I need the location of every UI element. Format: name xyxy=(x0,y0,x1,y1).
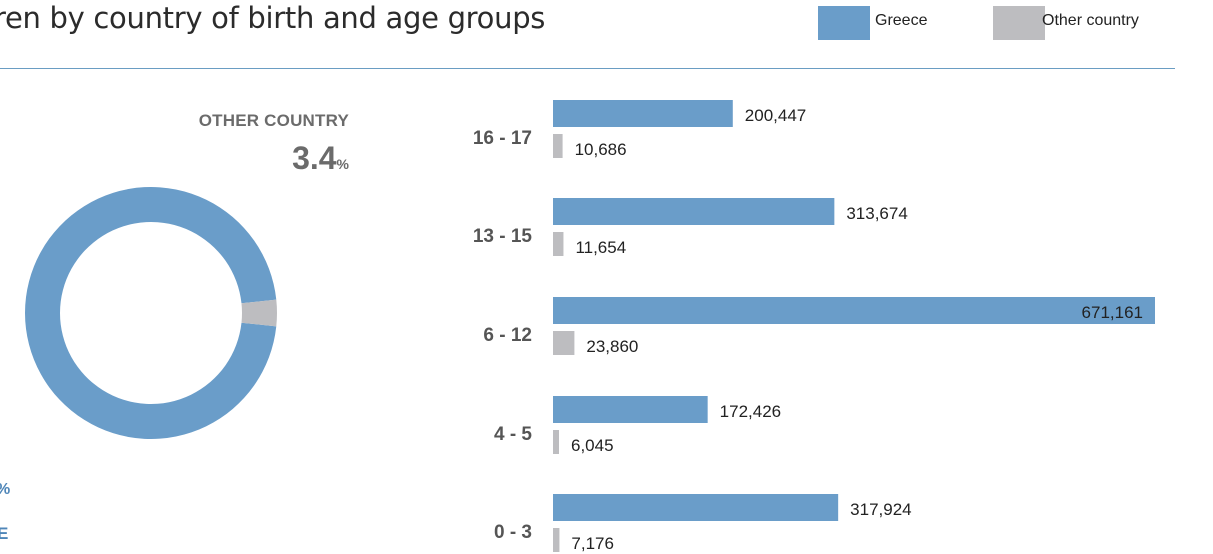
value-label-other-country-6-12: 23,860 xyxy=(586,337,638,356)
value-label-other-country-13-15: 11,654 xyxy=(575,238,626,257)
category-label-16-17: 16 - 17 xyxy=(473,128,532,149)
value-label-greece-4-5: 172,426 xyxy=(720,402,781,421)
value-label-greece-6-12: 671,161 xyxy=(1082,303,1143,322)
category-label-0-3: 0 - 3 xyxy=(494,522,532,543)
bar-greece-4-5 xyxy=(553,396,708,423)
category-label-6-12: 6 - 12 xyxy=(483,325,532,346)
value-label-other-country-16-17: 10,686 xyxy=(575,140,627,159)
bar-greece-6-12 xyxy=(553,297,1155,324)
value-label-greece-0-3: 317,924 xyxy=(850,500,911,519)
bar-other-country-13-15 xyxy=(553,232,563,256)
bar-other-country-16-17 xyxy=(553,134,563,158)
donut-slice-greece xyxy=(25,187,276,439)
donut-slice-other-country xyxy=(241,300,277,327)
category-label-13-15: 13 - 15 xyxy=(473,226,533,247)
bar-other-country-4-5 xyxy=(553,430,559,454)
bar-other-country-0-3 xyxy=(553,528,559,552)
value-label-other-country-4-5: 6,045 xyxy=(571,436,614,455)
bar-greece-13-15 xyxy=(553,198,834,225)
bar-greece-16-17 xyxy=(553,100,733,127)
value-label-greece-16-17: 200,447 xyxy=(745,106,806,125)
value-label-greece-13-15: 313,674 xyxy=(846,204,907,223)
category-label-4-5: 4 - 5 xyxy=(494,424,532,445)
value-label-other-country-0-3: 7,176 xyxy=(571,534,614,553)
bar-greece-0-3 xyxy=(553,494,838,521)
bar-other-country-6-12 xyxy=(553,331,574,355)
